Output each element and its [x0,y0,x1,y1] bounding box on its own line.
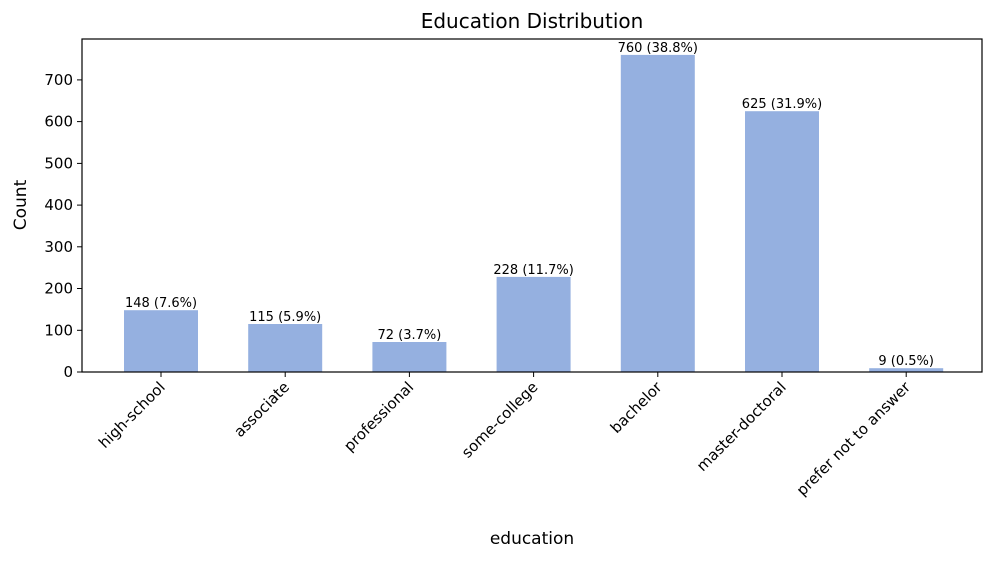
x-tick-label: bachelor [607,378,666,437]
data-label: 760 (38.8%) [618,41,698,56]
y-tick-label: 400 [44,196,73,214]
data-label: 115 (5.9%) [249,310,321,325]
y-tick-label: 100 [44,321,73,339]
y-tick-label: 500 [44,154,73,172]
data-label: 228 (11.7%) [493,263,573,278]
data-label: 625 (31.9%) [742,97,822,112]
x-tick-label: high-school [95,378,169,452]
x-tick-label: associate [230,378,293,441]
y-tick-label: 200 [44,280,73,298]
bar-some-college [496,276,571,372]
bar-prefer-not-to-answer [869,368,944,372]
bar-bachelor [620,54,695,373]
data-labels-group: 148 (7.6%) 115 (5.9%) 72 (3.7%) 228 (11.7%)… [125,41,934,369]
bar-professional [372,342,447,372]
data-label: 72 (3.7%) [377,328,441,343]
data-label: 148 (7.6%) [125,296,197,311]
y-tick-label: 300 [44,238,73,256]
bar-high-school [124,310,198,372]
x-tick-label: master-doctoral [693,378,790,475]
data-label: 9 (0.5%) [878,354,934,369]
y-axis-label: Count [11,179,31,230]
bars-group [124,54,944,373]
x-tick-label: professional [340,378,417,455]
x-tick-label: prefer not to answer [793,378,915,500]
y-tick-label: 0 [63,363,73,381]
bar-master-doctoral [745,111,819,372]
y-axis: 0 100 200 300 400 500 600 700 [44,71,82,381]
y-tick-label: 600 [44,113,73,131]
x-tick-label: some-college [458,378,541,461]
chart-title: Education Distribution [421,9,644,33]
x-axis: high-school associate professional some-col… [95,372,915,500]
y-tick-label: 700 [44,71,73,89]
x-axis-label: education [490,529,574,549]
bar-associate [248,324,323,372]
